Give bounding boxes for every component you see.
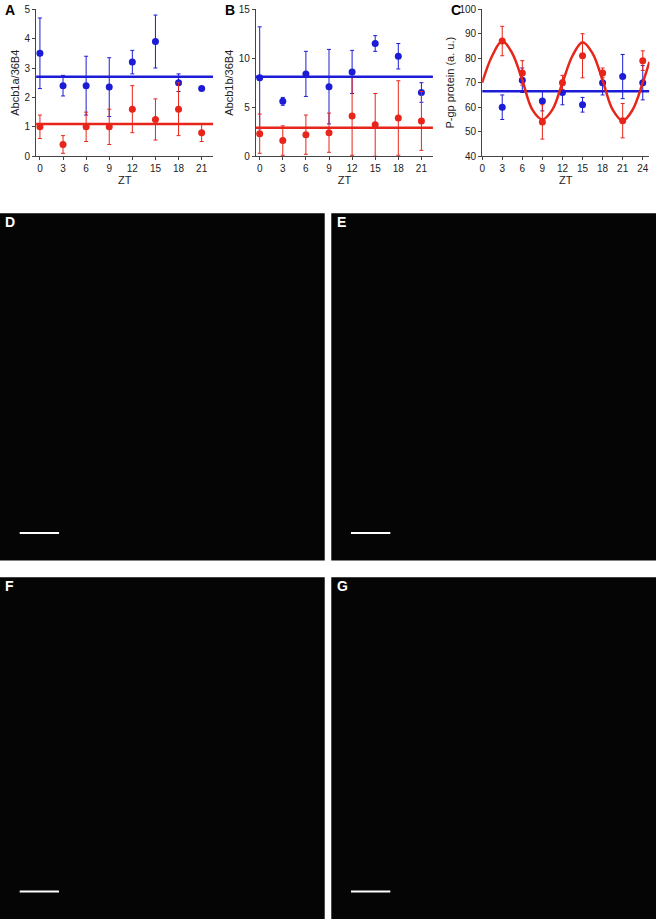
svg-text:10: 10 xyxy=(239,53,251,64)
svg-text:40: 40 xyxy=(465,151,477,162)
svg-text:12: 12 xyxy=(557,163,569,174)
svg-text:D: D xyxy=(5,214,15,230)
svg-text:15: 15 xyxy=(370,163,382,174)
svg-text:0: 0 xyxy=(25,151,31,162)
svg-text:3: 3 xyxy=(280,163,286,174)
svg-text:C: C xyxy=(451,2,461,18)
svg-text:2: 2 xyxy=(25,92,31,103)
svg-text:0: 0 xyxy=(244,151,250,162)
svg-text:6: 6 xyxy=(83,163,89,174)
svg-text:60: 60 xyxy=(465,102,477,113)
svg-text:0: 0 xyxy=(257,163,263,174)
svg-text:1: 1 xyxy=(25,121,31,132)
svg-text:3: 3 xyxy=(499,163,505,174)
svg-text:9: 9 xyxy=(106,163,112,174)
svg-text:Abcb1b/36B4: Abcb1b/36B4 xyxy=(223,50,235,116)
svg-text:80: 80 xyxy=(465,53,477,64)
svg-text:70: 70 xyxy=(465,77,477,88)
svg-text:3: 3 xyxy=(60,163,66,174)
svg-text:100: 100 xyxy=(459,4,476,15)
svg-text:4: 4 xyxy=(25,33,31,44)
svg-text:21: 21 xyxy=(196,163,208,174)
svg-text:0: 0 xyxy=(479,163,485,174)
svg-text:3: 3 xyxy=(25,63,31,74)
svg-text:50: 50 xyxy=(465,126,477,137)
svg-text:21: 21 xyxy=(416,163,428,174)
svg-text:6: 6 xyxy=(520,163,526,174)
svg-text:15: 15 xyxy=(239,4,251,15)
svg-text:6: 6 xyxy=(303,163,309,174)
svg-text:ZT: ZT xyxy=(338,174,352,186)
svg-text:18: 18 xyxy=(393,163,405,174)
svg-text:Abcb1a/36B4: Abcb1a/36B4 xyxy=(9,50,21,116)
svg-text:18: 18 xyxy=(597,163,609,174)
svg-text:15: 15 xyxy=(577,163,589,174)
svg-text:E: E xyxy=(337,214,346,230)
svg-text:B: B xyxy=(225,2,235,18)
svg-text:21: 21 xyxy=(617,163,629,174)
svg-text:12: 12 xyxy=(347,163,359,174)
svg-text:9: 9 xyxy=(326,163,332,174)
svg-text:G: G xyxy=(337,578,348,594)
svg-text:P-gp protein (a. u.): P-gp protein (a. u.) xyxy=(444,37,456,129)
svg-text:90: 90 xyxy=(465,28,477,39)
svg-text:5: 5 xyxy=(25,4,31,15)
svg-text:ZT: ZT xyxy=(559,174,573,186)
svg-text:24: 24 xyxy=(637,163,649,174)
svg-text:18: 18 xyxy=(173,163,185,174)
svg-text:ZT: ZT xyxy=(118,174,132,186)
svg-text:12: 12 xyxy=(127,163,139,174)
svg-text:F: F xyxy=(5,578,14,594)
svg-text:9: 9 xyxy=(540,163,546,174)
svg-text:15: 15 xyxy=(150,163,162,174)
svg-text:5: 5 xyxy=(244,102,250,113)
svg-text:A: A xyxy=(5,2,15,18)
svg-text:0: 0 xyxy=(37,163,43,174)
